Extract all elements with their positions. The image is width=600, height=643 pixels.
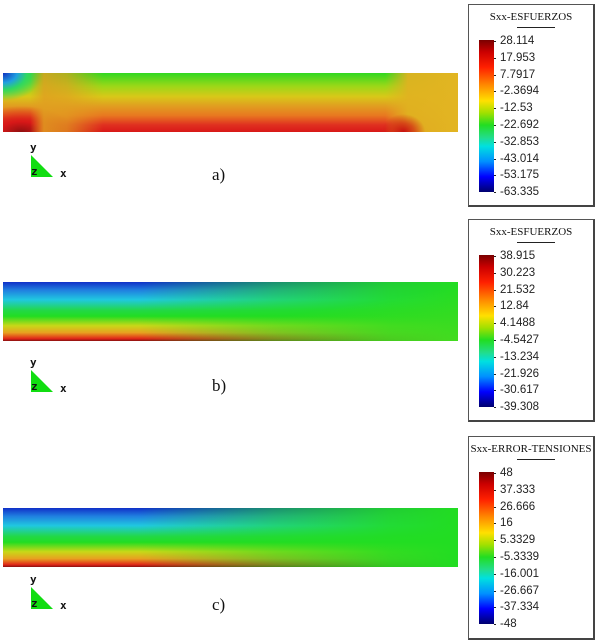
tick-label: 12.84 xyxy=(500,300,529,313)
legend-c: Sxx-ERROR-TENSIONES 48 37.333 26.666 16 … xyxy=(468,436,595,640)
axis-triad-b: y z x xyxy=(28,356,88,398)
tick-label: 37.333 xyxy=(500,483,536,496)
axis-label-y: y xyxy=(30,356,37,369)
title-underline xyxy=(517,459,555,460)
triad-icon xyxy=(31,370,53,392)
tick-label: -26.667 xyxy=(500,584,540,597)
axis-label-x: x xyxy=(60,599,67,612)
tick-label: -43.014 xyxy=(500,152,540,165)
title-underline xyxy=(517,242,555,243)
title-underline xyxy=(517,27,555,28)
legend-title: Sxx-ESFUERZOS xyxy=(489,11,573,23)
caption-a: a) xyxy=(212,165,226,184)
axis-label-x: x xyxy=(60,167,67,180)
tick-label: -5.3339 xyxy=(500,551,540,563)
legend-a: Sxx-ESFUERZOS 28.114 17.953 7.7917 -2.36… xyxy=(468,4,595,207)
axis-label-y: y xyxy=(30,573,37,586)
tick-label: -32.853 xyxy=(500,135,540,148)
colorbar xyxy=(479,255,494,407)
tick-label: -2.3694 xyxy=(500,85,540,98)
contour-plot-a xyxy=(3,73,458,132)
legend-title: Sxx-ESFUERZOS xyxy=(489,226,573,238)
tick-label: -48 xyxy=(500,618,517,631)
tick-label: -63.335 xyxy=(500,186,540,199)
tick-label: 4.1488 xyxy=(500,317,536,330)
tick-label: -53.175 xyxy=(500,169,540,182)
tick-label: -30.617 xyxy=(500,384,540,397)
tick-label: -12.53 xyxy=(500,102,533,115)
colorbar xyxy=(479,472,494,624)
axis-triad-c: y z x xyxy=(28,573,88,615)
tick-label: 5.3329 xyxy=(500,534,536,547)
axis-label-z: z xyxy=(31,380,38,393)
tick-label: -39.308 xyxy=(500,401,540,414)
tick-label: -37.334 xyxy=(500,601,540,614)
tick-label: 17.953 xyxy=(500,51,536,64)
axis-label-y: y xyxy=(30,141,37,154)
axis-triad-a: y z x xyxy=(28,141,88,183)
legend-title: Sxx-ERROR-TENSIONES xyxy=(470,443,592,455)
colorbar xyxy=(479,40,494,192)
tick-label: -22.692 xyxy=(500,119,540,131)
contour-plot-b xyxy=(3,282,458,341)
axis-label-z: z xyxy=(31,165,38,178)
tick-label: -16.001 xyxy=(500,567,540,580)
tick-label: 38.915 xyxy=(500,250,536,262)
tick-label: 21.532 xyxy=(500,283,536,296)
triad-icon xyxy=(31,155,53,177)
tick-label: 16 xyxy=(500,517,513,530)
tick-label: -4.5427 xyxy=(500,334,540,346)
axis-label-x: x xyxy=(60,382,67,395)
tick-label: 30.223 xyxy=(500,266,536,279)
tick-label: 48 xyxy=(500,467,513,479)
tick-label: 26.666 xyxy=(500,500,536,513)
axis-label-z: z xyxy=(31,597,38,610)
caption-c: c) xyxy=(212,595,226,614)
caption-b: b) xyxy=(212,376,227,395)
tick-label: 7.7917 xyxy=(500,68,536,81)
tick-label: 28.114 xyxy=(500,35,535,47)
legend-b: Sxx-ESFUERZOS 38.915 30.223 21.532 12.84… xyxy=(468,219,595,422)
tick-label: -21.926 xyxy=(500,367,540,380)
tick-label: -13.234 xyxy=(500,350,540,363)
triad-icon xyxy=(31,587,53,609)
contour-plot-c xyxy=(3,508,458,567)
